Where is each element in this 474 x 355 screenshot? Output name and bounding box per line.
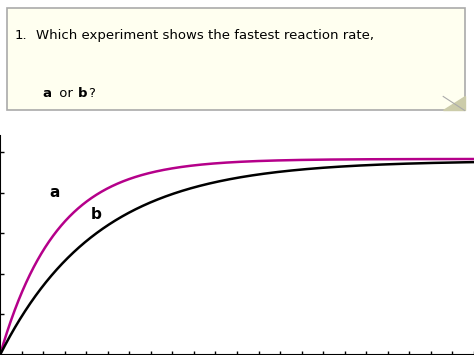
Text: ?: ? — [88, 87, 95, 100]
Polygon shape — [443, 97, 465, 110]
Text: or: or — [55, 87, 77, 100]
FancyBboxPatch shape — [7, 8, 465, 110]
Text: 1.: 1. — [14, 29, 27, 42]
Text: a: a — [50, 185, 60, 200]
Text: Which experiment shows the fastest reaction rate,: Which experiment shows the fastest react… — [36, 29, 374, 42]
Text: b: b — [91, 207, 101, 222]
Text: b: b — [78, 87, 88, 100]
Text: a: a — [43, 87, 52, 100]
